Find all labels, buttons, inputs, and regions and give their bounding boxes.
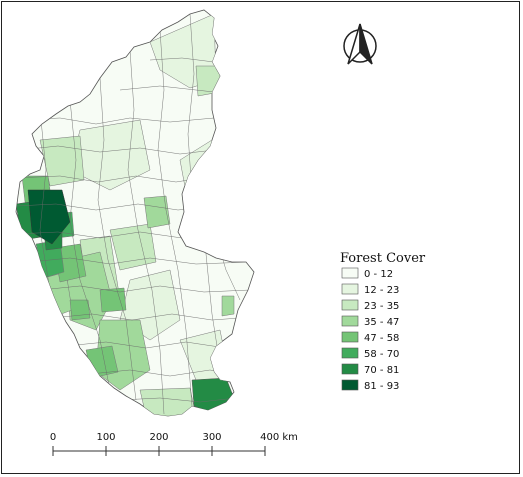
scale-label-1: 100	[96, 432, 115, 443]
scale-bar: 0 100 200 300 400 km	[50, 432, 298, 456]
region-class-8-a	[27, 189, 71, 245]
legend: Forest Cover 0 - 12 12 - 23 23 - 35 35 - 47…	[340, 251, 426, 392]
legend-swatch-4	[341, 315, 359, 327]
region-class-4-d	[221, 295, 235, 317]
region-class-5-c	[99, 287, 127, 313]
scale-label-0: 0	[50, 432, 56, 443]
legend-swatch-6	[341, 347, 359, 359]
legend-swatch-2	[341, 283, 359, 295]
scale-ticks: 0 100 200 300 400 km	[50, 432, 298, 456]
legend-swatch-1	[341, 267, 359, 279]
legend-label-8: 81 - 93	[364, 381, 399, 392]
legend-label-1: 0 - 12	[364, 269, 393, 280]
legend-items: 0 - 12 12 - 23 23 - 35 35 - 47 47 - 58 58 - 7…	[341, 267, 399, 392]
legend-swatch-5	[341, 331, 359, 343]
legend-swatch-7	[341, 363, 359, 375]
scale-label-3: 300	[202, 432, 221, 443]
north-arrow-icon	[343, 23, 377, 65]
legend-label-7: 70 - 81	[364, 365, 399, 376]
legend-label-6: 58 - 70	[364, 349, 399, 360]
region-class-5-e	[69, 299, 91, 321]
region-class-3-south	[139, 387, 197, 416]
scale-label-4: 400 km	[260, 432, 298, 443]
legend-swatch-8	[341, 379, 359, 391]
legend-title: Forest Cover	[340, 251, 426, 266]
region-class-4-a	[143, 195, 171, 229]
legend-label-5: 47 - 58	[364, 333, 399, 344]
legend-label-2: 12 - 23	[364, 285, 399, 296]
legend-label-3: 23 - 35	[364, 301, 399, 312]
region-class-7-b	[191, 377, 235, 413]
legend-label-4: 35 - 47	[364, 317, 399, 328]
scale-label-2: 200	[149, 432, 168, 443]
legend-swatch-3	[341, 299, 359, 311]
